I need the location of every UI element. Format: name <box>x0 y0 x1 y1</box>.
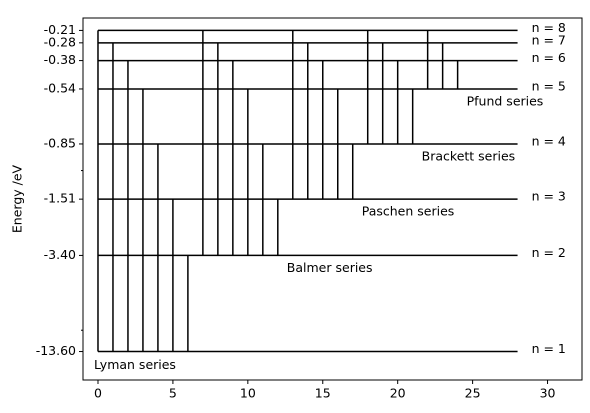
x-tick-label: 10 <box>240 386 256 401</box>
level-label: n = 3 <box>532 189 566 204</box>
y-tick-label: -0.21 <box>44 22 76 37</box>
series-label: Paschen series <box>362 204 455 219</box>
level-label: n = 1 <box>532 341 566 356</box>
level-label: n = 8 <box>532 20 566 35</box>
x-tick-label: 15 <box>315 386 331 401</box>
y-tick-label: -3.40 <box>44 247 76 262</box>
y-tick-label: -0.54 <box>44 80 76 95</box>
y-tick-label: -13.60 <box>36 343 76 358</box>
level-label: n = 2 <box>532 245 566 260</box>
y-axis-label: Energy /eV <box>10 164 25 233</box>
x-tick-label: 5 <box>169 386 177 401</box>
series-label: Pfund series <box>467 93 544 108</box>
series-label: Balmer series <box>287 260 373 275</box>
y-tick-label: -1.51 <box>44 191 76 206</box>
y-tick-label: -0.38 <box>44 52 76 67</box>
level-label: n = 5 <box>532 78 566 93</box>
level-label: n = 6 <box>532 50 566 65</box>
x-tick-label: 20 <box>390 386 406 401</box>
level-label: n = 4 <box>532 133 566 148</box>
y-tick-label: -0.85 <box>44 135 76 150</box>
x-tick-label: 25 <box>465 386 481 401</box>
x-tick-label: 0 <box>94 386 102 401</box>
y-tick-label: -0.28 <box>44 34 76 49</box>
series-label: Brackett series <box>422 148 516 163</box>
series-label: Lyman series <box>94 357 176 372</box>
x-tick-label: 30 <box>540 386 556 401</box>
level-label: n = 7 <box>532 32 566 47</box>
